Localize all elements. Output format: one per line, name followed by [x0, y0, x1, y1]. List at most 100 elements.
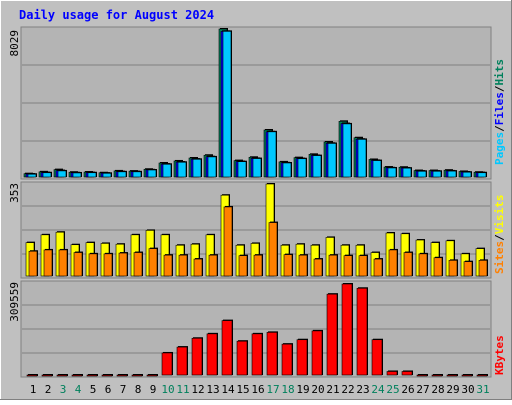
bar-sites-day-22	[343, 255, 353, 277]
bar-sites-day-18	[283, 254, 293, 277]
bar-sites-day-15	[238, 255, 248, 277]
bar-sites-day-31	[478, 260, 488, 277]
legend-sep-2: /	[493, 85, 506, 92]
bar-kbytes-day-27	[416, 374, 428, 377]
bar-sites-day-21	[328, 254, 338, 277]
bar-kbytes-day-6	[101, 374, 113, 377]
legend-sep-3: /	[493, 234, 506, 241]
bar-kbytes-day-24	[371, 339, 383, 376]
day-label-10: 10	[161, 383, 174, 396]
bar-kbytes-day-25	[386, 371, 398, 376]
bar-pages-day-8	[132, 171, 142, 178]
day-label-19: 19	[296, 383, 309, 396]
bar-kbytes-day-8	[131, 374, 143, 377]
day-label-31: 31	[476, 383, 489, 396]
ymax-label-kbytes: 309559	[8, 282, 21, 322]
day-label-18: 18	[281, 383, 294, 396]
bar-pages-day-12	[192, 159, 202, 178]
bar-pages-day-25	[387, 167, 397, 178]
bar-pages-day-3	[57, 170, 67, 178]
bar-kbytes-day-20	[311, 330, 323, 376]
bar-pages-day-30	[462, 171, 472, 178]
bar-pages-day-6	[102, 173, 112, 178]
legend-sites: Sites	[493, 241, 506, 274]
legend-sep-1: /	[493, 125, 506, 132]
bar-kbytes-day-31	[476, 374, 488, 377]
bar-pages-day-15	[237, 161, 247, 178]
bar-sites-day-30	[463, 261, 473, 277]
bar-kbytes-day-29	[446, 374, 458, 377]
bar-kbytes-day-9	[146, 374, 158, 377]
bar-sites-day-4	[73, 252, 83, 277]
bars-visits-sites	[25, 183, 488, 277]
day-label-9: 9	[150, 383, 157, 396]
bar-pages-day-4	[72, 172, 82, 178]
bar-kbytes-day-15	[236, 340, 248, 376]
bar-sites-day-11	[178, 254, 188, 277]
bar-kbytes-day-11	[176, 346, 188, 376]
bar-sites-day-14	[223, 206, 233, 277]
bar-pages-day-11	[177, 161, 187, 178]
bar-pages-day-18	[282, 162, 292, 178]
day-label-13: 13	[206, 383, 219, 396]
bar-sites-day-17	[268, 222, 278, 277]
legend-hits: Hits	[493, 59, 506, 86]
day-label-23: 23	[356, 383, 369, 396]
day-label-1: 1	[30, 383, 37, 396]
bar-pages-day-29	[447, 170, 457, 178]
bar-kbytes-day-1	[26, 374, 38, 377]
day-label-17: 17	[266, 383, 279, 396]
legend-kbytes: KBytes	[493, 335, 506, 375]
bar-pages-day-1	[27, 173, 37, 178]
day-label-12: 12	[191, 383, 204, 396]
bar-pages-day-19	[297, 158, 307, 178]
bar-pages-day-24	[372, 160, 382, 178]
day-label-4: 4	[75, 383, 82, 396]
bar-sites-day-10	[163, 254, 173, 277]
bar-pages-day-21	[327, 143, 337, 178]
bar-sites-day-2	[43, 249, 53, 277]
day-label-11: 11	[176, 383, 189, 396]
bar-sites-day-1	[28, 250, 38, 277]
bar-kbytes-day-7	[116, 374, 128, 377]
bar-pages-day-28	[432, 170, 442, 178]
bar-sites-day-19	[298, 254, 308, 277]
bars-hits-files-pages	[23, 28, 487, 178]
day-label-3: 3	[60, 383, 67, 396]
bar-kbytes-day-17	[266, 332, 278, 376]
bar-sites-day-26	[403, 252, 413, 277]
ymax-label-hits: 8029	[8, 30, 21, 57]
day-label-22: 22	[341, 383, 354, 396]
day-label-30: 30	[461, 383, 474, 396]
bar-sites-day-9	[148, 248, 158, 277]
bar-sites-day-20	[313, 258, 323, 277]
bar-pages-day-20	[312, 155, 322, 178]
day-label-27: 27	[416, 383, 429, 396]
bar-sites-day-7	[118, 252, 128, 277]
day-label-21: 21	[326, 383, 339, 396]
bar-kbytes-day-16	[251, 333, 263, 376]
bar-sites-day-16	[253, 254, 263, 277]
bar-sites-day-28	[433, 257, 443, 277]
day-label-26: 26	[401, 383, 414, 396]
bar-kbytes-day-10	[161, 352, 173, 376]
bar-sites-day-24	[373, 258, 383, 277]
bar-kbytes-day-4	[71, 374, 83, 377]
day-label-8: 8	[135, 383, 142, 396]
bar-kbytes-day-26	[401, 371, 413, 376]
day-label-14: 14	[221, 383, 235, 396]
legend-visits: Visits	[493, 195, 506, 235]
legend-hits-files-pages: Pages/Files/Hits	[493, 59, 506, 165]
bar-pages-day-5	[87, 172, 97, 178]
day-label-2: 2	[45, 383, 52, 396]
bar-sites-day-13	[208, 254, 218, 277]
bar-pages-day-16	[252, 158, 262, 178]
bar-sites-day-29	[448, 260, 458, 277]
chart-title: Daily usage for August 2024	[19, 8, 214, 22]
bar-kbytes-day-2	[41, 374, 53, 377]
bar-pages-day-10	[162, 163, 172, 178]
day-label-15: 15	[236, 383, 249, 396]
bar-kbytes-day-14	[221, 320, 233, 376]
